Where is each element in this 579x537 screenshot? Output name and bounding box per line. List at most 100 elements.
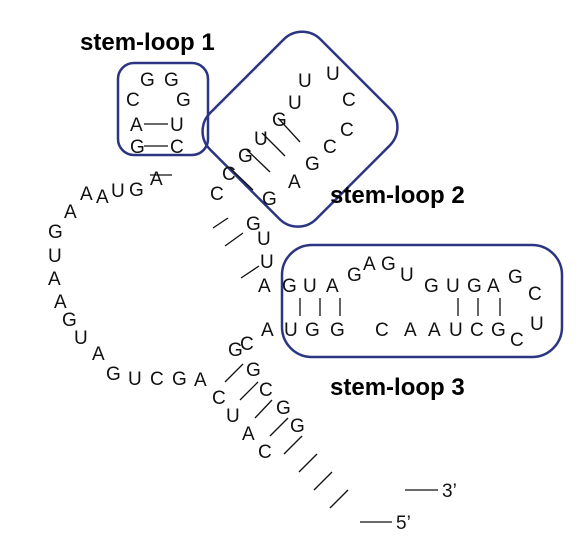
bond [224, 232, 244, 247]
nucleotide: A [487, 276, 500, 297]
nucleotide: G [246, 214, 261, 235]
nucleotide: U [254, 129, 268, 150]
nucleotide: C [126, 90, 140, 111]
nucleotide: G [282, 276, 297, 297]
nucleotide: G [129, 180, 144, 201]
nucleotide: C [342, 90, 356, 111]
nucleotide: C [340, 120, 354, 141]
bond [239, 381, 259, 401]
bond [277, 117, 301, 143]
nucleotide: U [326, 64, 340, 85]
nucleotide: U [288, 93, 302, 114]
bond [229, 167, 254, 191]
nucleotide: G [276, 398, 291, 419]
nucleotide: C [240, 334, 254, 355]
nucleotide: A [242, 424, 255, 445]
nucleotide: U [48, 246, 62, 267]
nucleotide: A [428, 320, 441, 341]
bond [298, 453, 318, 473]
nucleotide: A [326, 276, 339, 297]
nucleotide: G [172, 369, 187, 390]
base-pair-bonds [144, 117, 501, 523]
nucleotide: U [257, 229, 271, 250]
stem-loop-2-label: stem-loop 2 [330, 182, 465, 209]
nucleotide: A [194, 370, 207, 391]
nucleotide: G [228, 340, 243, 361]
nucleotide: U [303, 276, 317, 297]
nucleotide: G [176, 90, 191, 111]
nucleotide: A [261, 320, 274, 341]
nucleotide: G [106, 364, 121, 385]
nucleotide: C [222, 164, 236, 185]
nucleotide: U [284, 320, 298, 341]
bond [261, 132, 286, 157]
nucleotide: U [449, 320, 463, 341]
three-prime-end-label: 3’ [442, 481, 457, 502]
nucleotide: U [298, 71, 312, 92]
nucleotide: A [92, 344, 105, 365]
nucleotide: U [530, 314, 544, 335]
nucleotide: A [96, 187, 109, 208]
nucleotide: G [290, 416, 305, 437]
nucleotide: A [64, 202, 77, 223]
nucleotide: C [375, 320, 389, 341]
nucleotide: C [470, 320, 484, 341]
nucleotide: A [150, 169, 163, 190]
nucleotide: G [424, 276, 439, 297]
bond [212, 217, 229, 229]
nucleotide: A [80, 184, 93, 205]
nucleotide: U [226, 406, 240, 427]
bond [240, 265, 260, 279]
nucleotide: G [140, 70, 155, 91]
nucleotide: U [400, 265, 414, 286]
stem-loop-1-box [116, 61, 210, 157]
bond [283, 435, 303, 455]
nucleotide: U [260, 252, 274, 273]
nucleotide: A [404, 320, 417, 341]
nucleotide: G [164, 70, 179, 91]
nucleotide: G [381, 254, 396, 275]
nucleotide: G [330, 320, 345, 341]
nucleotide: A [48, 269, 61, 290]
bond [313, 471, 333, 491]
nucleotide: A [288, 172, 301, 193]
stem-loop-2-box [201, 30, 399, 228]
bond [269, 417, 289, 437]
nucleotide: C [150, 369, 164, 390]
nucleotide: U [128, 369, 142, 390]
nucleotide: G [508, 267, 523, 288]
five-prime-end-label: 5’ [396, 513, 411, 534]
nucleotides: G G C G A U G C U U C U G C C U G G A C … [48, 64, 544, 463]
bond [329, 489, 349, 509]
bond [224, 363, 244, 383]
stem-loop-3-box [280, 243, 564, 359]
nucleotide: C [170, 137, 184, 158]
nucleotide: G [262, 189, 277, 210]
nucleotide: U [170, 115, 184, 136]
nucleotide: C [323, 137, 337, 158]
nucleotide: U [446, 276, 460, 297]
nucleotide: U [74, 328, 88, 349]
nucleotide: C [258, 442, 272, 463]
nucleotide: C [212, 388, 226, 409]
nucleotide: A [54, 292, 67, 313]
nucleotide: A [130, 115, 143, 136]
nucleotide: G [48, 222, 63, 243]
stem-loop-1-label: stem-loop 1 [80, 29, 215, 56]
nucleotide: G [272, 110, 287, 131]
nucleotide: G [467, 276, 482, 297]
nucleotide: C [210, 184, 224, 205]
stem-loop-3-label: stem-loop 3 [330, 374, 465, 401]
bond [246, 149, 271, 173]
nucleotide: G [130, 137, 145, 158]
nucleotide: A [363, 254, 376, 275]
nucleotide: G [238, 146, 253, 167]
bond [254, 399, 273, 419]
nucleotide: C [528, 284, 542, 305]
nucleotide: G [62, 310, 77, 331]
nucleotide: G [305, 154, 320, 175]
nucleotide: U [111, 181, 125, 202]
nucleotide: G [246, 360, 261, 381]
nucleotide: G [347, 265, 362, 286]
